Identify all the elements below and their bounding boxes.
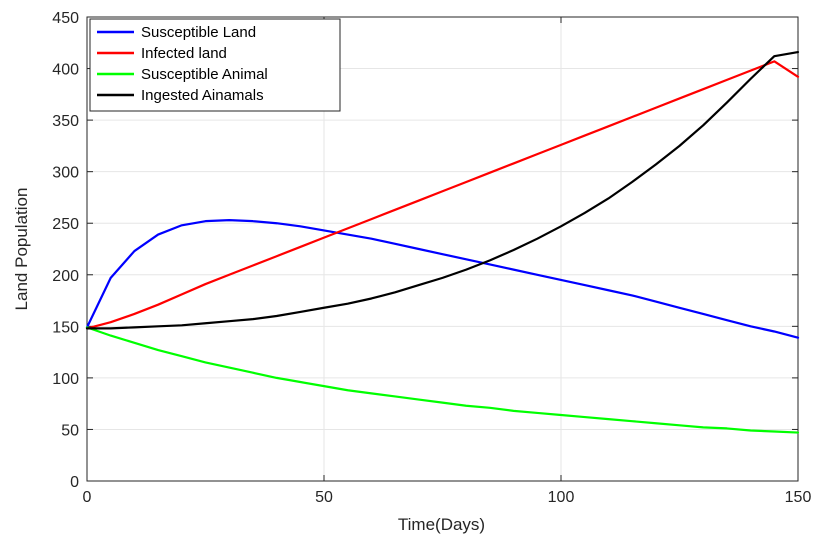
y-tick-label: 0 [70, 474, 79, 491]
y-tick-label: 300 [52, 165, 79, 182]
series-line-infected-land [85, 60, 800, 330]
y-tick-label: 150 [52, 319, 79, 336]
legend-label-susceptible-animal: Susceptible Animal [141, 66, 268, 83]
legend-label-susceptible-land: Susceptible Land [141, 24, 256, 41]
x-tick-label: 150 [785, 489, 812, 506]
y-tick-label: 250 [52, 216, 79, 233]
y-tick-label: 200 [52, 268, 79, 285]
y-tick-label: 450 [52, 10, 79, 27]
x-tick-label: 100 [548, 489, 575, 506]
series-line-susceptible-land [85, 219, 800, 339]
axes-box [86, 16, 799, 482]
x-tick-label: 0 [83, 489, 92, 506]
y-tick-label: 350 [52, 113, 79, 130]
y-tick-label: 50 [61, 422, 79, 439]
x-tick-label: 50 [315, 489, 333, 506]
y-tick-label: 400 [52, 62, 79, 79]
series-line-susceptible-animal [85, 326, 800, 434]
x-axis-title: Time(Days) [398, 515, 485, 534]
legend-label-ingested-animals: Ingested Ainamals [141, 87, 264, 104]
legend-label-infected-land: Infected land [141, 45, 227, 62]
y-tick-label: 100 [52, 371, 79, 388]
y-axis-title: Land Population [12, 188, 31, 311]
series-line-ingested-animals [85, 50, 800, 330]
